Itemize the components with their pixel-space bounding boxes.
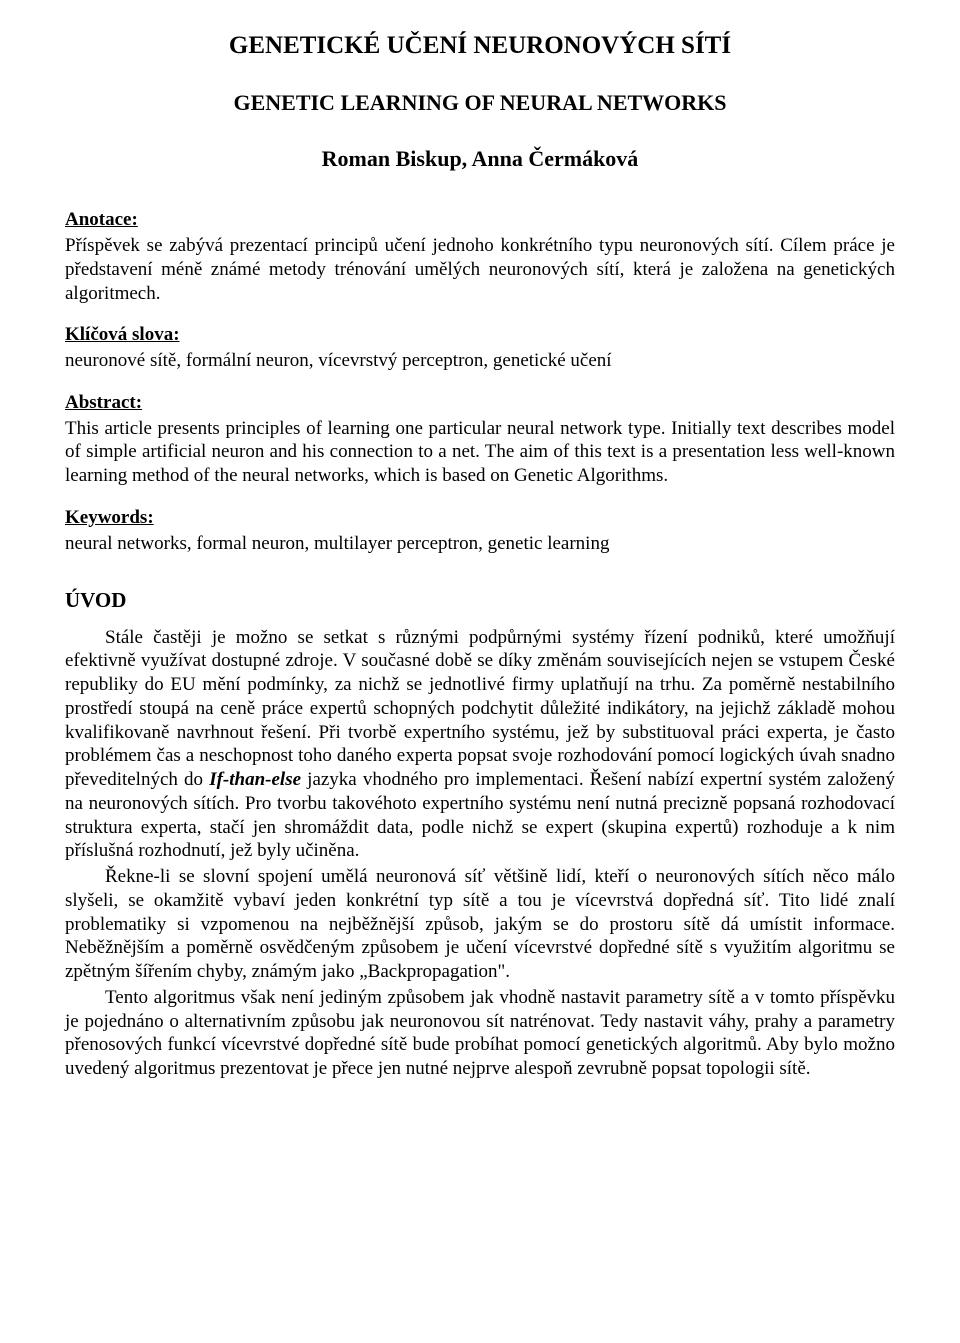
abstract-heading: Abstract: (65, 391, 895, 415)
klicova-body: neuronové sítě, formální neuron, vícevrs… (65, 349, 895, 373)
klicova-heading: Klíčová slova: (65, 323, 895, 347)
uvod-p1-emphasis: If-than-else (209, 769, 301, 790)
anotace-heading: Anotace: (65, 208, 895, 232)
abstract-body: This article presents principles of lear… (65, 417, 895, 488)
title-main: GENETICKÉ UČENÍ NEURONOVÝCH SÍTÍ (65, 30, 895, 61)
keywords-heading: Keywords: (65, 506, 895, 530)
authors: Roman Biskup, Anna Čermáková (65, 145, 895, 173)
uvod-paragraph-2: Řekne-li se slovní spojení umělá neurono… (65, 865, 895, 984)
anotace-body: Příspěvek se zabývá prezentací principů … (65, 234, 895, 305)
uvod-paragraph-1: Stále častěji je možno se setkat s různý… (65, 626, 895, 864)
uvod-p1-text-a: Stále častěji je možno se setkat s různý… (65, 627, 895, 791)
keywords-body: neural networks, formal neuron, multilay… (65, 532, 895, 556)
uvod-heading: ÚVOD (65, 587, 895, 613)
uvod-paragraph-3: Tento algoritmus však není jediným způso… (65, 986, 895, 1081)
title-sub: GENETIC LEARNING OF NEURAL NETWORKS (65, 89, 895, 117)
